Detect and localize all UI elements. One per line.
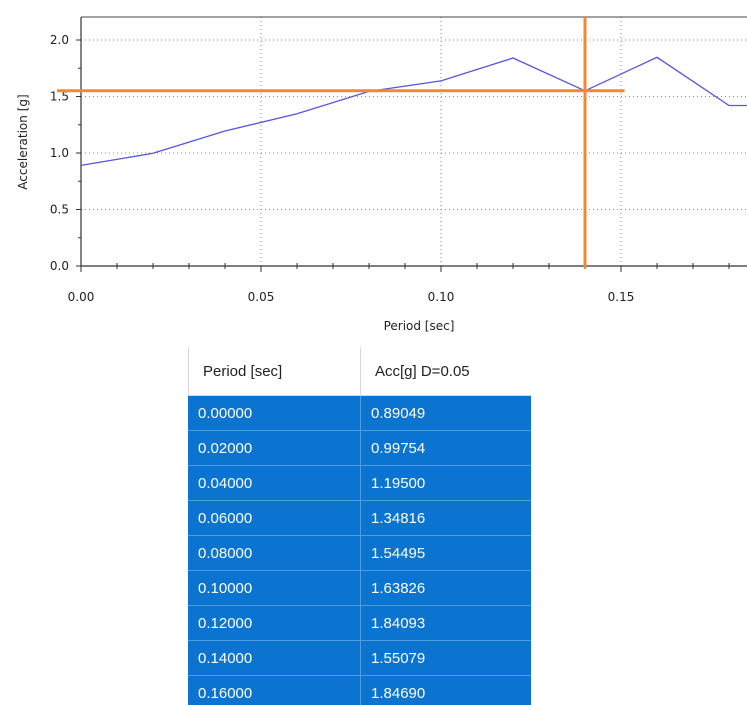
cell-period[interactable]: 0.12000 [188,606,361,641]
x-axis-title: Period [sec] [384,319,455,333]
data-table: Period [sec] Acc[g] D=0.05 0.00000 0.8904… [188,347,531,705]
y-tick-label: 0.5 [50,203,69,217]
cell-acc[interactable]: 1.84093 [361,606,531,641]
chart: 0.0 0.5 1.0 1.5 2.0 0.00 0.05 0.10 0.15 Period [… [16,16,747,333]
table-row[interactable]: 0.14000 1.55079 [188,641,531,676]
series-line [80,56,747,167]
x-tick-label: 0.10 [428,290,455,304]
cell-period[interactable]: 0.04000 [188,466,361,501]
crosshair[interactable] [57,17,625,268]
table-header-row: Period [sec] Acc[g] D=0.05 [188,347,531,396]
cell-period[interactable]: 0.02000 [188,431,361,466]
cell-acc[interactable]: 1.84690 [361,676,531,705]
grid-layer [81,17,747,266]
cell-acc[interactable]: 1.34816 [361,501,531,536]
x-tick-label: 0.00 [68,290,95,304]
table-row[interactable]: 0.02000 0.99754 [188,431,531,466]
x-tick-label: 0.15 [608,290,635,304]
column-header-period[interactable]: Period [sec] [188,347,361,395]
table-row[interactable]: 0.04000 1.19500 [188,466,531,501]
table-body: 0.00000 0.89049 0.02000 0.99754 0.04000 1.195… [188,396,531,705]
table-row[interactable]: 0.16000 1.84690 [188,676,531,705]
cell-period[interactable]: 0.14000 [188,641,361,676]
cell-acc[interactable]: 1.63826 [361,571,531,606]
y-tick-label: 0.0 [50,259,69,273]
cell-acc[interactable]: 1.55079 [361,641,531,676]
y-tick-label: 1.0 [50,146,69,160]
series-layer [80,56,747,167]
table-row[interactable]: 0.08000 1.54495 [188,536,531,571]
cell-period[interactable]: 0.16000 [188,676,361,705]
cell-acc[interactable]: 1.54495 [361,536,531,571]
table-row[interactable]: 0.00000 0.89049 [188,396,531,431]
cell-acc[interactable]: 1.19500 [361,466,531,501]
table-row[interactable]: 0.10000 1.63826 [188,571,531,606]
cell-acc[interactable]: 0.89049 [361,396,531,431]
axes: 0.0 0.5 1.0 1.5 2.0 0.00 0.05 0.10 0.15 [50,16,747,304]
table-row[interactable]: 0.06000 1.34816 [188,501,531,536]
y-axis-title: Acceleration [g] [16,94,30,189]
cell-period[interactable]: 0.08000 [188,536,361,571]
cell-period[interactable]: 0.06000 [188,501,361,536]
cell-period[interactable]: 0.00000 [188,396,361,431]
y-tick-label: 1.5 [50,90,69,104]
column-header-acc[interactable]: Acc[g] D=0.05 [375,362,470,380]
cell-acc[interactable]: 0.99754 [361,431,531,466]
y-tick-label: 2.0 [50,33,69,47]
cell-period[interactable]: 0.10000 [188,571,361,606]
x-tick-label: 0.05 [248,290,275,304]
table-row[interactable]: 0.12000 1.84093 [188,606,531,641]
